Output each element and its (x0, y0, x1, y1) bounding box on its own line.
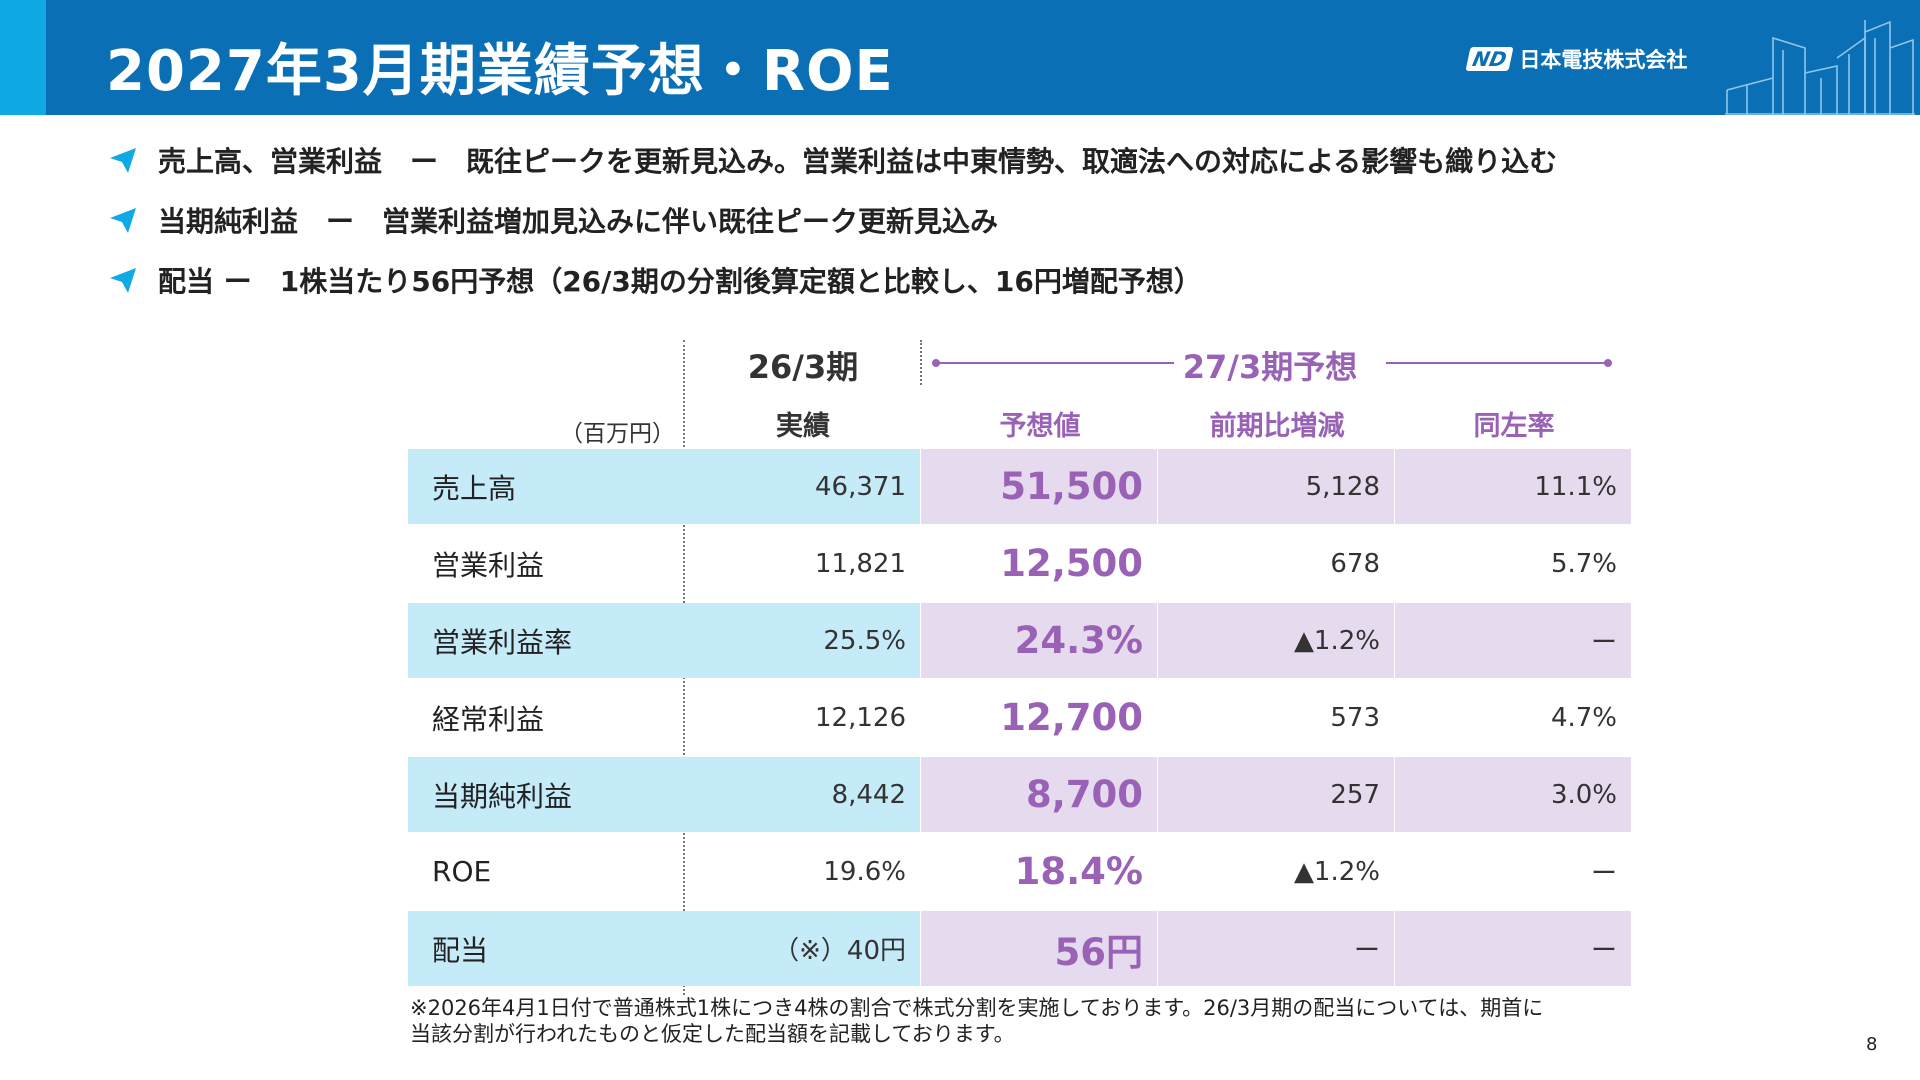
forecast-value: 51,500 (921, 449, 1157, 524)
company-name: 日本電技株式会社 (1519, 48, 1688, 72)
table-row: 営業利益 11,821 12,500 678 5.7% (408, 526, 1631, 601)
prev-actual-value: 46,371 (684, 449, 920, 524)
company-logo: ND 日本電技株式会社 (1465, 46, 1688, 72)
prev-actual-value: 25.5% (684, 603, 920, 678)
yoy-change-value: 573 (1330, 702, 1380, 733)
row-label: 売上高 (408, 449, 684, 524)
forecast-value: 12,500 (1000, 542, 1143, 585)
forecast-bracket-right (1386, 359, 1612, 367)
yoy-change-value: 678 (1330, 548, 1380, 579)
page-title: 2027年3月期業績予想・ROE (106, 39, 894, 104)
table-row: 経常利益 12,126 12,700 573 4.7% (408, 680, 1631, 755)
yoy-rate-value: 5.7% (1550, 548, 1617, 579)
period-divider (920, 340, 922, 385)
yoy-rate-value: 4.7% (1550, 702, 1617, 733)
row-label: 当期純利益 (408, 757, 684, 832)
arrow-bullet-icon (110, 148, 136, 173)
forecast-value: 8,700 (921, 757, 1157, 832)
row-label: 営業利益 (432, 548, 545, 582)
prev-actual-value: （※）40円 (684, 911, 920, 986)
page-number: 8 (1866, 1034, 1878, 1055)
row-label: ROE (432, 855, 492, 888)
table-row: 売上高 46,371 51,500 5,128 11.1% (408, 449, 1631, 524)
row-label: 経常利益 (432, 702, 545, 736)
table-row: 配当 （※）40円 56円 ー ー (408, 911, 1631, 986)
yoy-rate-value: ー (1395, 911, 1631, 986)
yoy-change-value: ▲1.2% (1158, 603, 1394, 678)
bullet-item: 配当 ー 1株当たり56円予想（26/3期の分割後算定額と比較し、16円増配予想… (108, 250, 1808, 310)
table-row: 営業利益率 25.5% 24.3% ▲1.2% ー (408, 603, 1631, 678)
forecast-period-header: 27/3期予想 (1182, 348, 1358, 386)
prev-actual-value: 8,442 (684, 757, 920, 832)
bullet-text: 当期純利益 ー 営業利益増加見込みに伴い既往ピーク更新見込み (158, 205, 999, 238)
yoy-rate-value: ー (1590, 859, 1617, 889)
footnote: ※2026年4月1日付で普通株式1株につき4株の割合で株式分割を実施しております… (410, 995, 1650, 1047)
unit-label: （百万円） (560, 421, 675, 447)
skyline-illustration-icon (1725, 20, 1915, 115)
forecast-value-subheader: 予想値 (999, 411, 1081, 442)
yoy-rate-value: ー (1395, 603, 1631, 678)
yoy-change-value: ー (1158, 911, 1394, 986)
prev-period-header: 26/3期 (747, 348, 859, 386)
yoy-change-value: ▲1.2% (1293, 856, 1380, 887)
bullet-text: 売上高、営業利益 ー 既往ピークを更新見込み。営業利益は中東情勢、取適法への対応… (158, 145, 1558, 178)
bullet-item: 売上高、営業利益 ー 既往ピークを更新見込み。営業利益は中東情勢、取適法への対応… (108, 130, 1808, 190)
forecast-value: 18.4% (1014, 850, 1143, 893)
yoy-change-value: 257 (1158, 757, 1394, 832)
title-accent-stripe (0, 0, 46, 115)
forecast-bracket-left (932, 359, 1174, 367)
bracket-dot (932, 359, 940, 367)
yoy-rate-value: 3.0% (1395, 757, 1631, 832)
prev-actual-value: 12,126 (815, 702, 906, 733)
bracket-dot (1604, 359, 1612, 367)
yoy-change-value: 5,128 (1158, 449, 1394, 524)
prev-actual-value: 11,821 (815, 548, 906, 579)
title-bar: 2027年3月期業績予想・ROE ND 日本電技株式会社 (0, 0, 1920, 115)
footnote-line: ※2026年4月1日付で普通株式1株につき4株の割合で株式分割を実施しております… (410, 996, 1544, 1020)
yoy-change-subheader: 前期比増減 (1209, 411, 1345, 442)
forecast-table: 売上高 46,371 51,500 5,128 11.1% 営業利益 11,82… (408, 449, 1631, 988)
yoy-rate-value: 11.1% (1395, 449, 1631, 524)
logo-mark: ND (1465, 47, 1514, 71)
table-row: 当期純利益 8,442 8,700 257 3.0% (408, 757, 1631, 832)
forecast-value: 24.3% (921, 603, 1157, 678)
row-label: 営業利益率 (408, 603, 684, 678)
forecast-value: 56円 (921, 911, 1157, 986)
arrow-bullet-icon (110, 208, 136, 233)
row-label: 配当 (408, 911, 684, 986)
prev-actual-value: 19.6% (823, 856, 906, 887)
summary-bullets: 売上高、営業利益 ー 既往ピークを更新見込み。営業利益は中東情勢、取適法への対応… (108, 130, 1808, 310)
table-row: ROE 19.6% 18.4% ▲1.2% ー (408, 834, 1631, 909)
bullet-item: 当期純利益 ー 営業利益増加見込みに伴い既往ピーク更新見込み (108, 190, 1808, 250)
bullet-text: 配当 ー 1株当たり56円予想（26/3期の分割後算定額と比較し、16円増配予想… (158, 265, 1202, 298)
yoy-rate-subheader: 同左率 (1473, 411, 1555, 442)
actual-subheader: 実績 (776, 411, 830, 442)
arrow-bullet-icon (110, 268, 136, 293)
forecast-value: 12,700 (1000, 696, 1143, 739)
footnote-line: 当該分割が行われたものと仮定した配当額を記載しております。 (410, 1022, 1015, 1046)
